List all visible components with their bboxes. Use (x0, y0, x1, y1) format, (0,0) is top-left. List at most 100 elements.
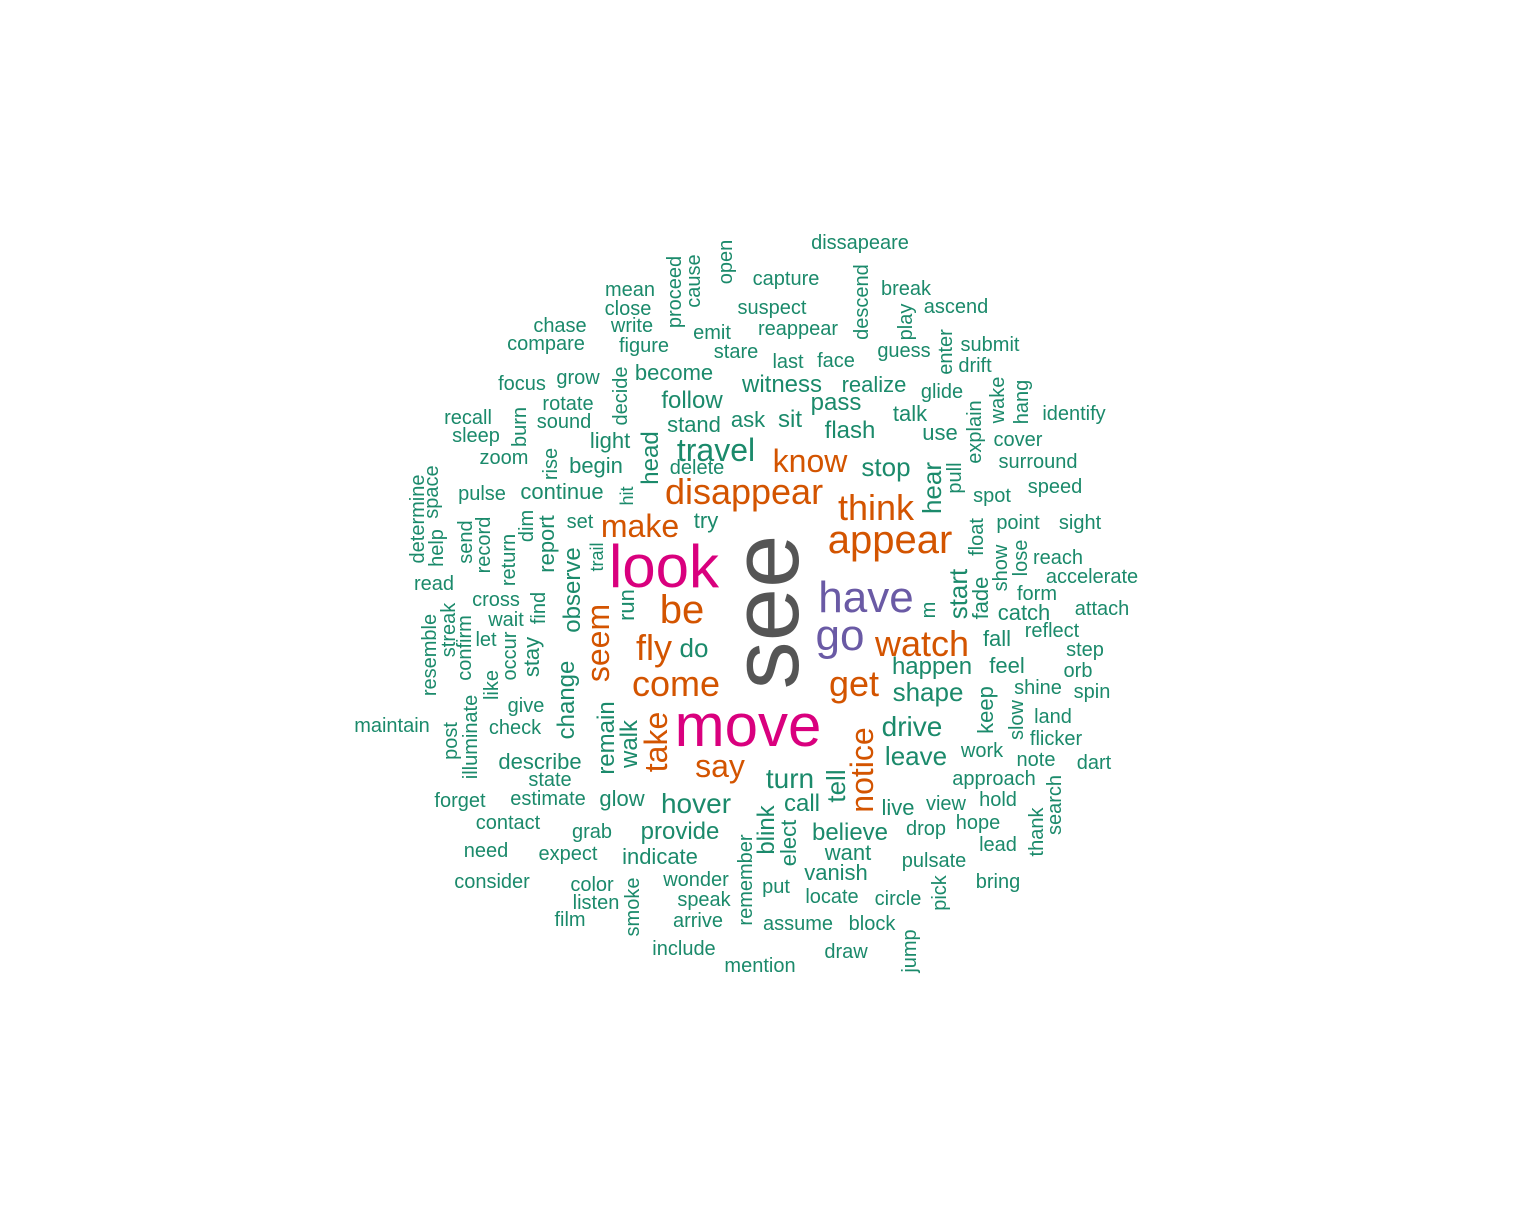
word: call (783, 790, 821, 817)
word: talk (892, 401, 928, 426)
word: surround (998, 451, 1078, 473)
word: resemble (419, 613, 441, 697)
word: play (895, 303, 917, 341)
word: provide (640, 818, 720, 845)
word: approach (952, 768, 1036, 790)
word: proceed (664, 255, 686, 329)
word: turn (765, 763, 815, 794)
word: realize (841, 372, 907, 397)
word: submit (960, 334, 1020, 356)
word: reflect (1024, 620, 1080, 642)
word: thank (1026, 807, 1048, 857)
word: close (604, 298, 652, 320)
word: consider (454, 871, 530, 893)
word: wake (987, 376, 1009, 424)
word: smoke (622, 877, 644, 937)
word: stop (861, 452, 911, 482)
word: ascend (923, 296, 989, 318)
word: cross (472, 589, 520, 611)
word: check (488, 717, 542, 739)
word: drift (958, 355, 992, 377)
word: have (818, 573, 914, 622)
word: recall (444, 407, 492, 429)
word: search (1044, 774, 1066, 836)
word: shape (892, 677, 964, 707)
word: hang (1011, 379, 1033, 425)
word: say (695, 748, 745, 784)
word: move (674, 692, 822, 759)
word: cause (683, 254, 705, 308)
word: illuminate (460, 694, 482, 780)
word: vanish (804, 860, 868, 885)
word: begin (569, 453, 623, 478)
word: include (652, 938, 716, 960)
word: land (1034, 706, 1072, 728)
word: drop (905, 818, 947, 840)
word: listen (572, 892, 620, 914)
word: catch (997, 600, 1051, 625)
word: witness (741, 371, 823, 398)
word: enter (935, 329, 957, 375)
word: m (918, 601, 940, 619)
word: speed (1027, 476, 1083, 498)
word: identify (1042, 403, 1106, 425)
word: accelerate (1045, 566, 1139, 588)
word: pick (929, 875, 951, 911)
word: glide (920, 381, 964, 403)
word: ask (730, 407, 766, 432)
word: fade (968, 576, 993, 620)
word: figure (618, 335, 670, 357)
word: describe (498, 749, 582, 774)
word: hit (617, 486, 637, 506)
word: speak (677, 889, 731, 911)
word: circle (874, 888, 922, 910)
word: observe (559, 547, 586, 633)
word: rise (540, 447, 562, 481)
word: grab (571, 821, 613, 843)
word: pull (944, 462, 966, 494)
word: stay (519, 636, 544, 678)
word: open (715, 239, 737, 285)
word: cover (993, 429, 1043, 451)
word: think (837, 487, 915, 528)
word: show (990, 544, 1012, 592)
word: appear (827, 518, 953, 562)
word: help (426, 529, 448, 567)
word: feel (989, 653, 1025, 678)
word: stand (667, 412, 721, 437)
word: live (881, 795, 915, 820)
word: locate (805, 886, 859, 908)
word: maintain (354, 715, 430, 737)
word: face (817, 350, 855, 372)
word: disappear (664, 471, 824, 512)
word: burn (509, 406, 531, 448)
word: let (475, 629, 497, 651)
word: flash (824, 417, 876, 444)
word: follow (661, 387, 723, 414)
word: put (762, 876, 790, 898)
word: focus (498, 373, 546, 395)
word: state (528, 769, 572, 791)
word: like (481, 669, 503, 701)
word: shine (1014, 677, 1062, 699)
word: break (880, 278, 932, 300)
word: run (614, 589, 639, 621)
word: lose (1010, 539, 1032, 577)
word: give (507, 695, 545, 717)
word: work (960, 740, 1004, 762)
word: set (566, 511, 594, 533)
word: report (534, 515, 559, 573)
word: wonder (663, 869, 729, 891)
word: need (463, 840, 509, 862)
word: spin (1073, 681, 1111, 703)
word: know (772, 443, 848, 479)
word: try (693, 508, 719, 533)
word: grow (556, 367, 600, 389)
word: trail (587, 542, 607, 572)
word: wait (488, 609, 524, 631)
word: see (712, 534, 819, 690)
word: space (421, 465, 443, 519)
word: hover (660, 788, 732, 819)
word: hear (917, 461, 947, 515)
